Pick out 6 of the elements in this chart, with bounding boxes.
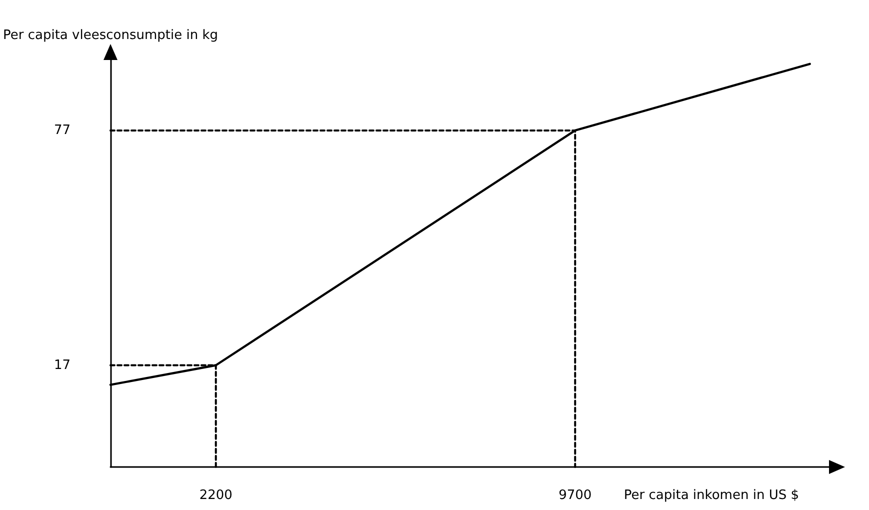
y-axis-title: Per capita vleesconsumptie in kg [2, 28, 218, 43]
x-axis-title: Per capita inkomen in US $ [624, 488, 799, 503]
y-tick-label: 77 [54, 122, 70, 138]
y-tick-label: 17 [54, 358, 70, 373]
x-tick-label: 2200 [199, 488, 232, 503]
x-tick-label: 9700 [558, 488, 592, 503]
